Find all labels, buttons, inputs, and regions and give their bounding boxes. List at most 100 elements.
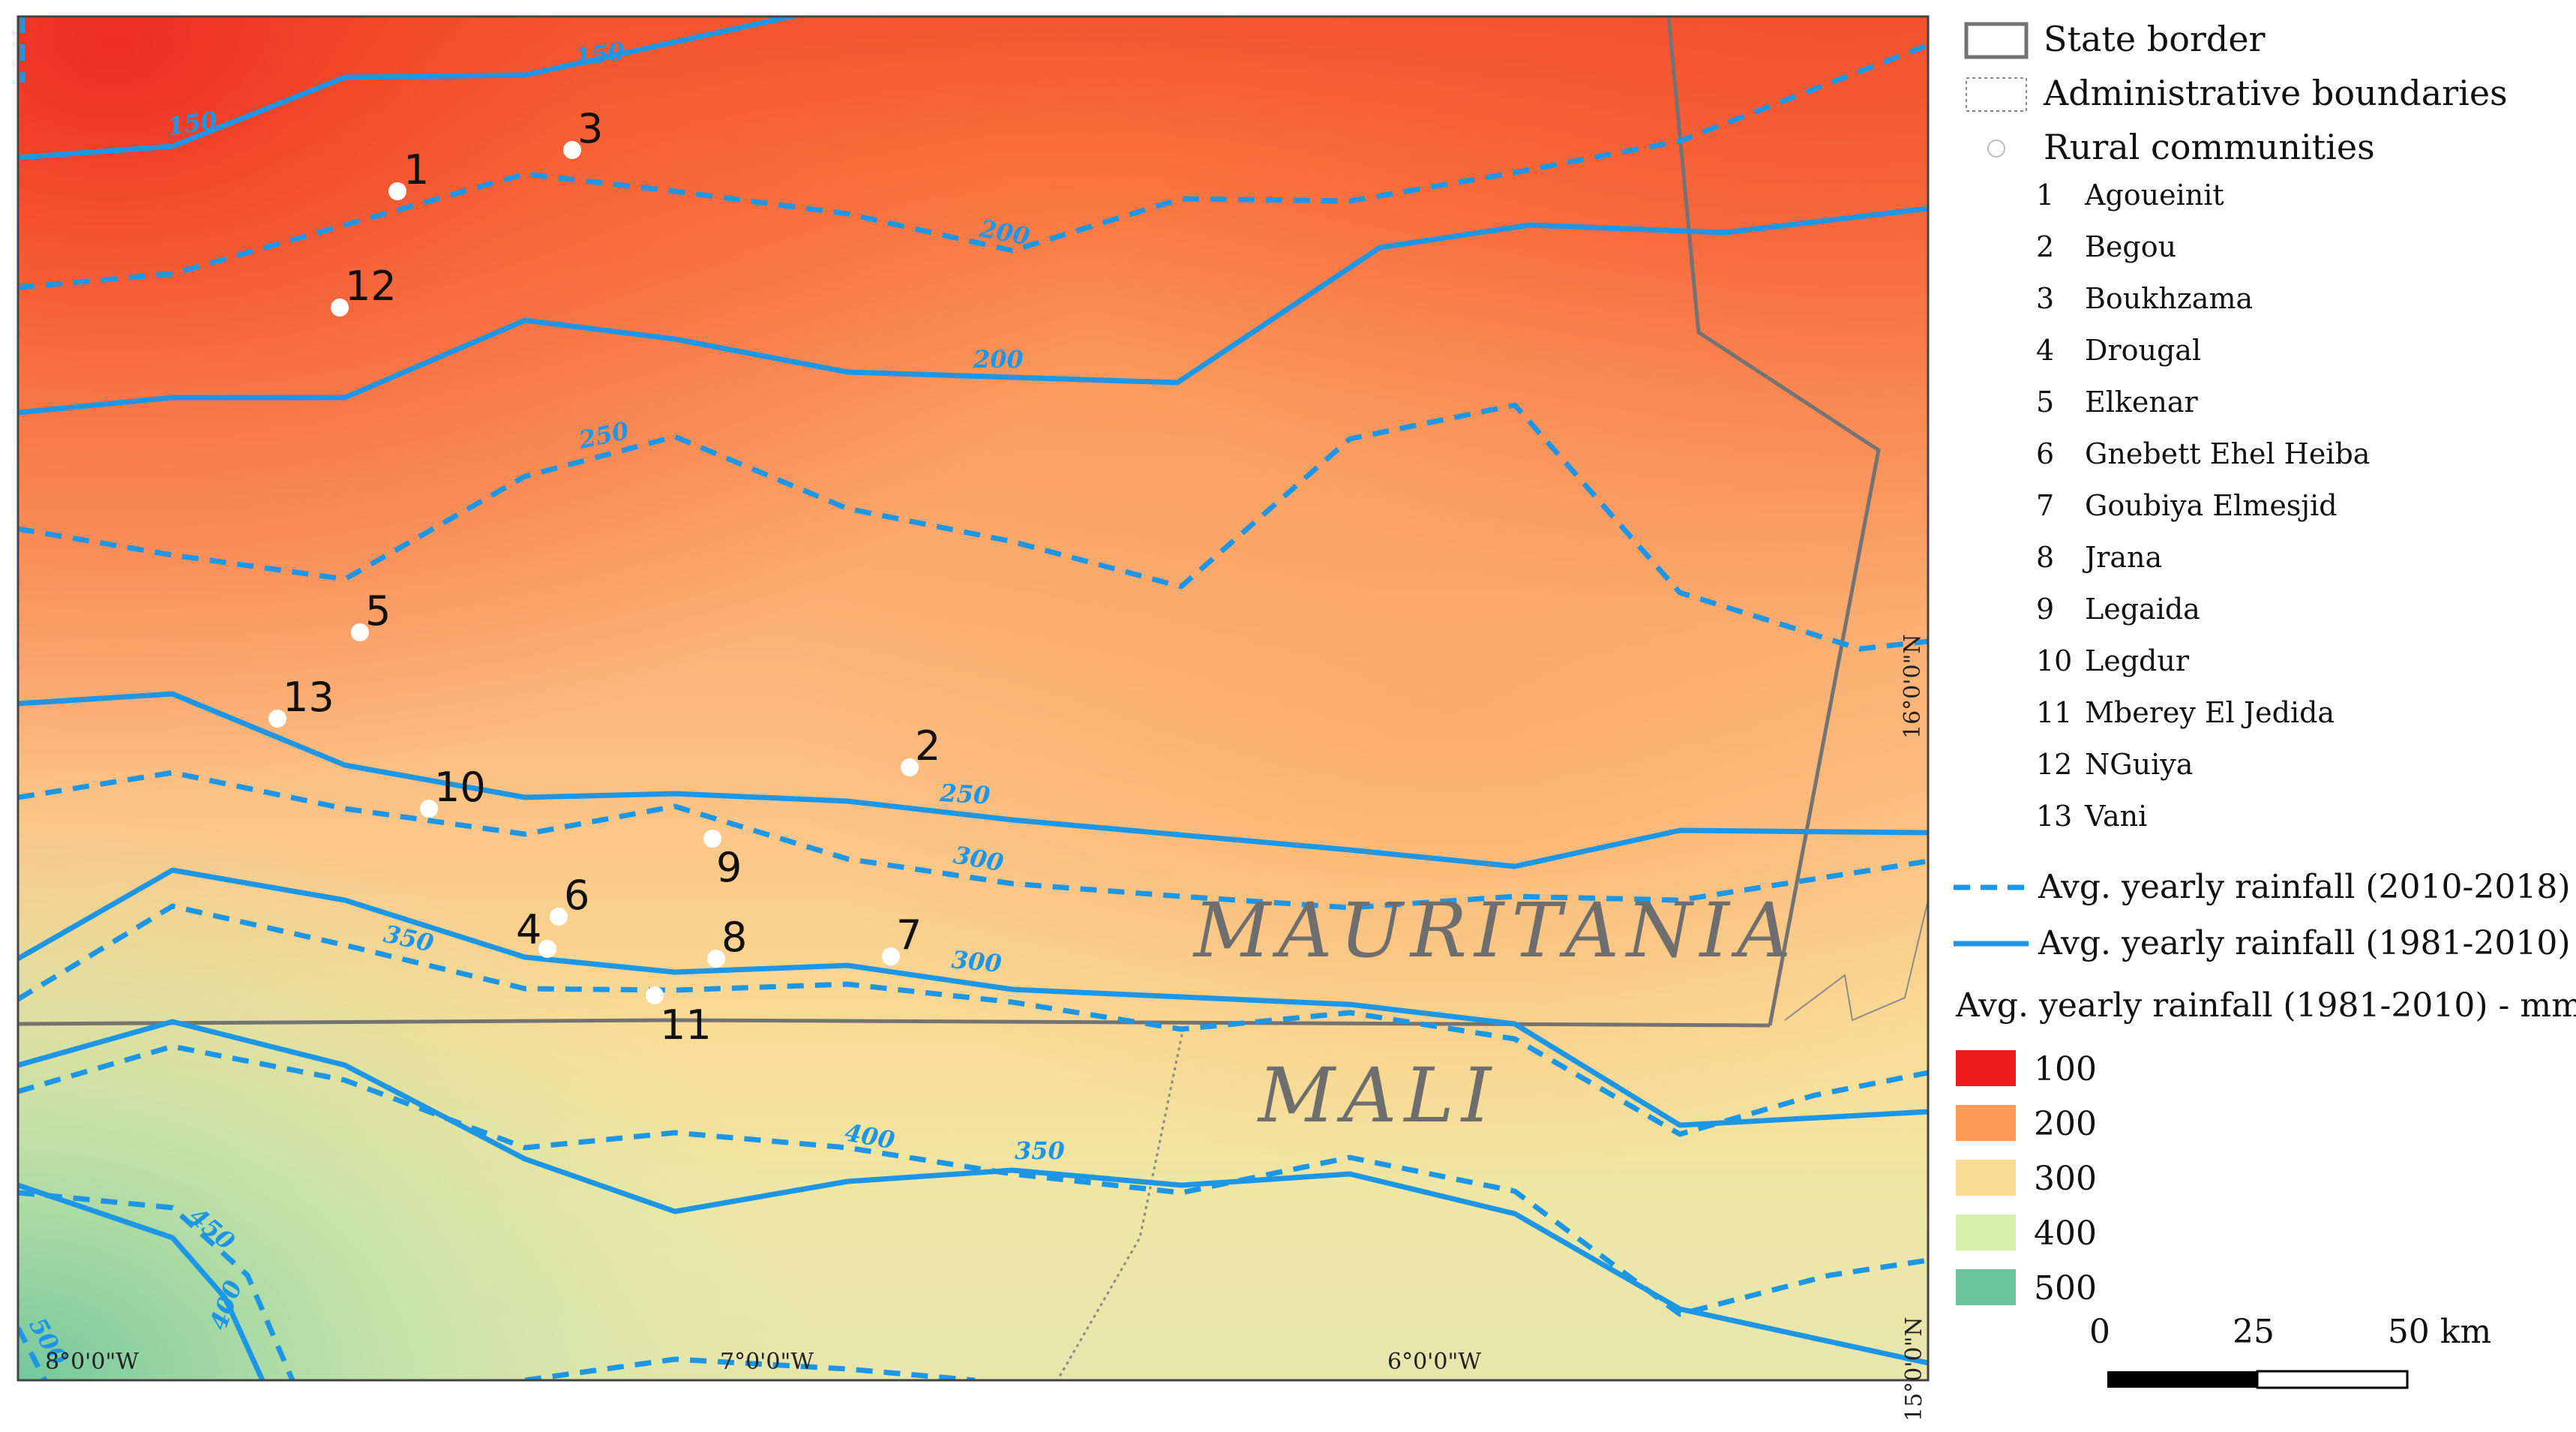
community-point-2[interactable]: 2 xyxy=(901,722,940,776)
community-name: Drougal xyxy=(2085,334,2201,367)
community-name: Vani xyxy=(2084,800,2147,833)
solid-contours xyxy=(18,17,1928,1380)
community-number: 12 xyxy=(2036,748,2072,781)
country-label-mali: MALI xyxy=(1257,1052,1499,1139)
ramp-label-400: 400 xyxy=(2034,1214,2097,1253)
svg-text:4: 4 xyxy=(516,906,541,953)
community-name: Agoueinit xyxy=(2084,179,2224,212)
ramp-title: Avg. yearly rainfall (1981-2010) - mm xyxy=(1955,986,2576,1025)
svg-text:3: 3 xyxy=(577,105,603,152)
svg-text:9: 9 xyxy=(716,844,742,891)
community-name: Legdur xyxy=(2085,644,2190,677)
community-point-3[interactable]: 3 xyxy=(563,105,603,159)
scale-label: 0 xyxy=(2089,1313,2110,1351)
svg-text:1: 1 xyxy=(403,146,429,194)
scale-label: 50 km xyxy=(2388,1313,2491,1351)
community-name: Jrana xyxy=(2082,541,2162,574)
ramp-swatch-400 xyxy=(1956,1214,2016,1250)
svg-text:11: 11 xyxy=(660,1001,712,1049)
community-point-11[interactable]: 11 xyxy=(646,986,712,1049)
community-point-6[interactable]: 6 xyxy=(550,872,589,926)
svg-text:13: 13 xyxy=(283,674,334,721)
community-name: Gnebett Ehel Heiba xyxy=(2085,437,2370,470)
community-name: Begou xyxy=(2085,230,2176,263)
svg-text:8: 8 xyxy=(721,914,747,961)
legend: State border Administrative boundaries R… xyxy=(1954,19,2576,1389)
admin-boundary xyxy=(1056,1027,1185,1380)
community-number: 11 xyxy=(2036,696,2072,729)
admin-boundary-label: Administrative boundaries xyxy=(2043,73,2508,113)
contour-label: 250 xyxy=(939,779,991,809)
scale-label: 25 xyxy=(2233,1313,2275,1351)
color-ramp: 100 200 300 400 500 xyxy=(1956,1050,2097,1307)
ramp-swatch-100 xyxy=(1956,1050,2016,1086)
community-name: Elkenar xyxy=(2085,386,2199,419)
community-number: 1 xyxy=(2036,179,2054,212)
community-number: 5 xyxy=(2036,386,2054,419)
community-point-1[interactable]: 1 xyxy=(388,146,429,200)
community-number: 9 xyxy=(2036,593,2054,626)
admin-boundary-swatch xyxy=(1966,77,2027,112)
map-border xyxy=(16,15,1930,1382)
ramp-label-100: 100 xyxy=(2034,1050,2097,1088)
rural-communities-swatch xyxy=(1987,140,2005,158)
community-number: 8 xyxy=(2036,541,2054,574)
contour-label: 300 xyxy=(950,945,1003,978)
svg-text:5: 5 xyxy=(365,587,391,635)
community-number: 3 xyxy=(2036,282,2054,315)
admin-boundary-east xyxy=(1784,899,1928,1022)
community-name: Mberey El Jedida xyxy=(2085,696,2335,729)
community-point-13[interactable]: 13 xyxy=(268,674,334,728)
svg-text:10: 10 xyxy=(434,764,486,811)
country-label-mauritania: MAURITANIA xyxy=(1192,887,1798,974)
longitude-label: 6°0'0"W xyxy=(1387,1349,1481,1375)
community-number: 13 xyxy=(2036,800,2072,833)
contour-label: 200 xyxy=(973,345,1024,374)
community-list: 1 Agoueinit 2 Begou 3 Boukhzama 4 Drouga… xyxy=(2036,179,2370,833)
contour-label: 150 xyxy=(573,37,626,72)
community-point-5[interactable]: 5 xyxy=(351,587,391,641)
community-name: Goubiya Elmesjid xyxy=(2085,489,2338,522)
map-frame: 150 150 200 250 300 350 400 200 250 300 … xyxy=(18,17,1928,1380)
ramp-label-300: 300 xyxy=(2034,1160,2097,1198)
community-point-4[interactable]: 4 xyxy=(516,906,556,958)
dashed-contours xyxy=(18,17,1928,1380)
svg-text:12: 12 xyxy=(345,263,397,310)
latitude-label: 15°0'0"N xyxy=(1901,1316,1927,1421)
dashed-line-label: Avg. yearly rainfall (2010-2018) xyxy=(2038,868,2571,906)
community-number: 4 xyxy=(2036,334,2054,367)
community-point-9[interactable]: 9 xyxy=(703,830,742,891)
coordinate-labels: 8°0'0"W 7°0'0"W 6°0'0"W 16°0'0"N xyxy=(45,634,1926,1375)
longitude-label: 7°0'0"W xyxy=(720,1349,814,1375)
ramp-swatch-200 xyxy=(1956,1105,2016,1141)
community-number: 7 xyxy=(2036,489,2054,522)
ramp-swatch-300 xyxy=(1956,1160,2016,1196)
longitude-label: 8°0'0"W xyxy=(45,1349,139,1375)
community-number: 10 xyxy=(2036,644,2072,677)
contour-label: 350 xyxy=(1015,1136,1065,1165)
state-border-swatch xyxy=(1964,22,2029,59)
community-number: 2 xyxy=(2036,230,2054,263)
svg-text:7: 7 xyxy=(896,911,922,959)
community-name: Boukhzama xyxy=(2085,282,2253,315)
scale-bar: 0 25 50 km xyxy=(2089,1313,2491,1389)
community-point-10[interactable]: 10 xyxy=(420,764,486,818)
rural-communities-label: Rural communities xyxy=(2044,127,2375,167)
community-point-12[interactable]: 12 xyxy=(331,263,397,317)
ramp-label-200: 200 xyxy=(2034,1105,2097,1143)
svg-text:2: 2 xyxy=(915,722,940,770)
svg-text:6: 6 xyxy=(564,872,589,919)
community-points: 1 2 3 4 5 6 7 xyxy=(268,105,940,1049)
community-name: Legaida xyxy=(2085,593,2200,626)
ramp-label-500: 500 xyxy=(2034,1269,2097,1307)
contour-label: 150 xyxy=(166,106,219,141)
community-number: 6 xyxy=(2036,437,2054,470)
state-border-label: State border xyxy=(2044,19,2266,59)
latitude-label: 16°0'0"N xyxy=(1900,634,1926,739)
community-point-7[interactable]: 7 xyxy=(882,911,922,965)
ramp-swatch-500 xyxy=(1956,1269,2016,1305)
community-point-8[interactable]: 8 xyxy=(707,914,747,968)
community-name: NGuiya xyxy=(2085,748,2193,781)
solid-line-label: Avg. yearly rainfall (1981-2010) xyxy=(2038,924,2571,962)
